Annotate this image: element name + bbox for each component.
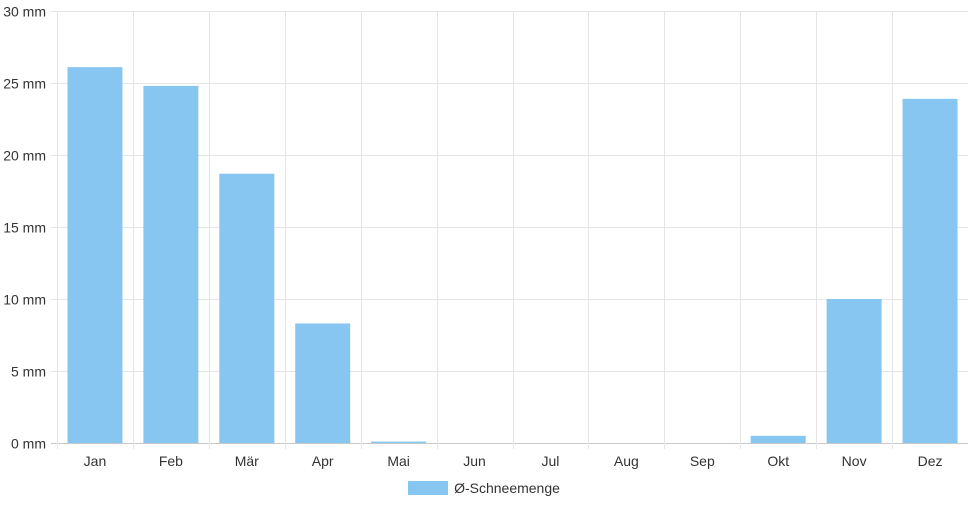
- x-tick-label: Jun: [463, 453, 486, 469]
- x-axis-tick-labels: Jan Feb Mär Apr Mai Jun Jul Aug Sep Okt Nov Dez: [84, 453, 943, 469]
- bar-dez[interactable]: [902, 98, 958, 443]
- x-tick-label: Jan: [84, 453, 107, 469]
- x-tick-label: Okt: [767, 453, 789, 469]
- x-tick-label: Jul: [542, 453, 560, 469]
- bar-nov[interactable]: [826, 299, 882, 443]
- x-tick-label: Mai: [387, 453, 410, 469]
- x-tick-label: Apr: [312, 453, 334, 469]
- y-tick-label: 20 mm: [3, 148, 46, 164]
- x-tick-label: Feb: [159, 453, 183, 469]
- bar-jan[interactable]: [67, 67, 123, 443]
- bar-feb[interactable]: [143, 85, 199, 443]
- x-tick-label: Aug: [614, 453, 639, 469]
- legend-label[interactable]: Ø-Schneemenge: [454, 480, 560, 496]
- y-tick-label: 10 mm: [3, 292, 46, 308]
- legend[interactable]: Ø-Schneemenge: [0, 480, 968, 496]
- bar-apr[interactable]: [295, 323, 351, 443]
- legend-swatch[interactable]: [408, 481, 449, 495]
- bars: [67, 67, 958, 443]
- y-tick-label: 15 mm: [3, 220, 46, 236]
- bar-mär[interactable]: [219, 173, 275, 443]
- x-tick-label: Dez: [918, 453, 943, 469]
- grid-lines: [51, 11, 968, 449]
- x-tick-label: Sep: [690, 453, 715, 469]
- y-axis-tick-labels: 0 mm 5 mm 10 mm 15 mm 20 mm 25 mm 30 mm: [3, 4, 46, 452]
- y-tick-label: 5 mm: [11, 364, 46, 380]
- x-tick-label: Nov: [842, 453, 867, 469]
- y-tick-label: 30 mm: [3, 4, 46, 20]
- bar-okt[interactable]: [750, 435, 806, 443]
- y-tick-label: 25 mm: [3, 76, 46, 92]
- x-tick-label: Mär: [235, 453, 259, 469]
- bar-mai[interactable]: [371, 441, 427, 443]
- y-tick-label: 0 mm: [11, 436, 46, 452]
